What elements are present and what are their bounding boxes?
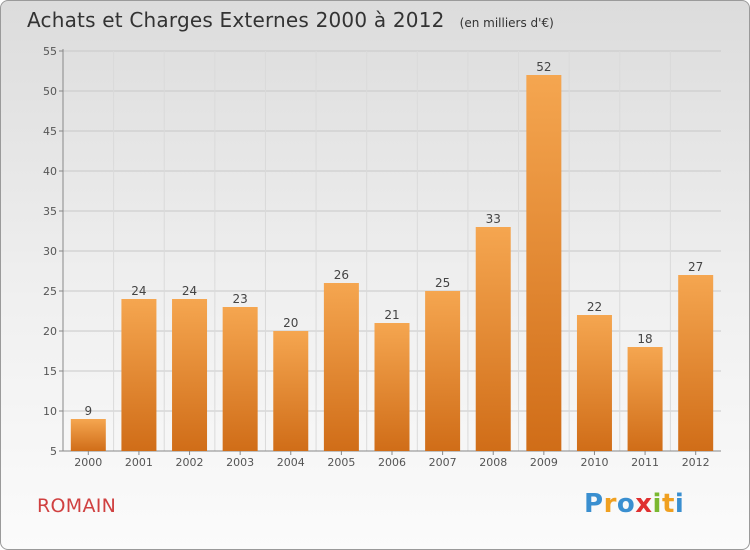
bar-2012 bbox=[678, 275, 714, 451]
y-tick-label: 45 bbox=[43, 125, 57, 138]
bar-2009 bbox=[526, 75, 562, 451]
bar-2002 bbox=[172, 299, 208, 451]
value-label: 18 bbox=[637, 332, 652, 346]
logo-letter: o bbox=[616, 489, 636, 519]
x-tick-label: 2009 bbox=[530, 456, 558, 469]
y-tick-label: 30 bbox=[43, 245, 57, 258]
y-tick-label: 50 bbox=[43, 85, 57, 98]
x-tick-label: 2006 bbox=[378, 456, 406, 469]
logo-letter: x bbox=[635, 489, 653, 519]
value-label: 9 bbox=[84, 404, 92, 418]
logo-letter: P bbox=[584, 489, 604, 519]
x-tick-label: 2003 bbox=[226, 456, 254, 469]
x-tick-label: 2010 bbox=[580, 456, 608, 469]
x-tick-label: 2005 bbox=[327, 456, 355, 469]
y-tick-label: 35 bbox=[43, 205, 57, 218]
bar-2008 bbox=[475, 227, 511, 451]
y-tick-label: 40 bbox=[43, 165, 57, 178]
commune-name: ROMAIN bbox=[37, 495, 117, 517]
x-tick-label: 2007 bbox=[429, 456, 457, 469]
value-label: 21 bbox=[384, 308, 399, 322]
x-tick-label: 2002 bbox=[176, 456, 204, 469]
labels: 9 2000 24 2001 24 2002 23 2003 20 2004 26 2005 21 200… bbox=[74, 60, 709, 469]
bars bbox=[70, 75, 714, 451]
bar-2005 bbox=[323, 283, 359, 451]
bar-2004 bbox=[273, 331, 309, 451]
value-label: 52 bbox=[536, 60, 551, 74]
x-tick-label: 2011 bbox=[631, 456, 659, 469]
value-label: 20 bbox=[283, 316, 298, 330]
x-tick-label: 2012 bbox=[682, 456, 710, 469]
bar-2001 bbox=[121, 299, 157, 451]
unit-subtitle: (en milliers d'€) bbox=[459, 16, 554, 30]
x-tick-label: 2000 bbox=[74, 456, 102, 469]
value-label: 27 bbox=[688, 260, 703, 274]
logo-letter: i bbox=[674, 489, 685, 519]
x-tick-label: 2008 bbox=[479, 456, 507, 469]
bar-2000 bbox=[70, 419, 106, 451]
bar-2006 bbox=[374, 323, 410, 451]
x-tick-label: 2001 bbox=[125, 456, 153, 469]
x-tick-label: 2004 bbox=[277, 456, 305, 469]
chart-title: Achats et Charges Externes 2000 à 2012 (… bbox=[27, 8, 554, 32]
logo-letter: r bbox=[603, 489, 617, 519]
logo-letter: i bbox=[652, 489, 662, 519]
value-label: 22 bbox=[587, 300, 602, 314]
value-label: 23 bbox=[233, 292, 248, 306]
y-tick-label: 20 bbox=[43, 325, 57, 338]
value-label: 24 bbox=[182, 284, 197, 298]
bar-2003 bbox=[222, 307, 258, 451]
title-text: Achats et Charges Externes 2000 à 2012 bbox=[27, 8, 445, 32]
value-label: 33 bbox=[486, 212, 501, 226]
bar-2010 bbox=[576, 315, 612, 451]
y-tick-label: 5 bbox=[50, 445, 57, 458]
y-tick-label: 55 bbox=[43, 45, 57, 58]
proxiti-logo[interactable]: Proxiti bbox=[584, 489, 684, 519]
value-label: 26 bbox=[334, 268, 349, 282]
value-label: 24 bbox=[131, 284, 146, 298]
y-tick-label: 25 bbox=[43, 285, 57, 298]
logo-letter: t bbox=[661, 489, 675, 519]
y-tick-label: 15 bbox=[43, 365, 57, 378]
bar-2007 bbox=[425, 291, 461, 451]
value-label: 25 bbox=[435, 276, 450, 290]
y-tick-label: 10 bbox=[43, 405, 57, 418]
bar-2011 bbox=[627, 347, 663, 451]
